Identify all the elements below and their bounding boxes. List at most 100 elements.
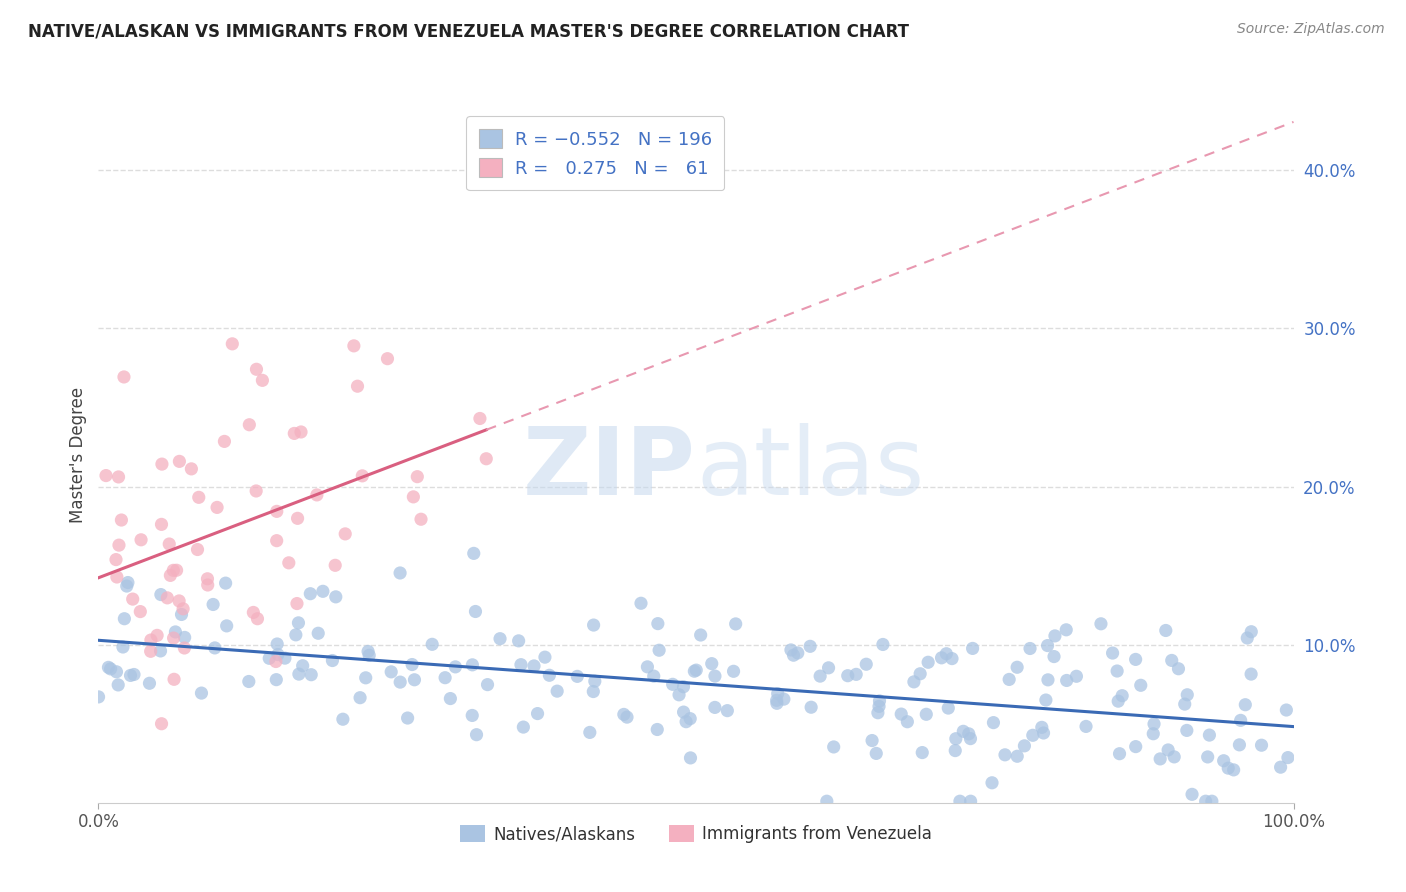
Point	[197, 572, 219, 586]
Text: NATIVE/ALASKAN VS IMMIGRANTS FROM VENEZUELA MASTER'S DEGREE CORRELATION CHART: NATIVE/ALASKAN VS IMMIGRANTS FROM VENEZU…	[28, 22, 910, 40]
Point	[396, 711, 419, 725]
Point	[683, 664, 706, 678]
Point	[489, 632, 512, 646]
Point	[465, 728, 488, 742]
Point	[582, 684, 605, 698]
Point	[157, 537, 180, 551]
Point	[1229, 738, 1251, 752]
Point	[1201, 794, 1223, 808]
Point	[1066, 669, 1088, 683]
Point	[245, 362, 267, 376]
Point	[108, 538, 131, 552]
Point	[1277, 750, 1299, 764]
Point	[613, 707, 636, 722]
Point	[855, 657, 877, 672]
Point	[277, 556, 299, 570]
Point	[1032, 726, 1054, 740]
Point	[150, 517, 173, 532]
Point	[112, 370, 135, 384]
Point	[983, 715, 1005, 730]
Point	[299, 587, 322, 601]
Point	[173, 640, 195, 655]
Point	[468, 411, 491, 425]
Point	[668, 688, 690, 702]
Point	[162, 563, 184, 577]
Point	[180, 462, 202, 476]
Point	[1054, 623, 1077, 637]
Point	[780, 643, 803, 657]
Point	[815, 794, 838, 808]
Point	[444, 660, 467, 674]
Point	[245, 483, 267, 498]
Point	[1031, 720, 1053, 734]
Point	[765, 693, 787, 707]
Point	[172, 602, 194, 616]
Point	[703, 700, 725, 714]
Point	[579, 725, 602, 739]
Point	[534, 650, 557, 665]
Point	[1043, 649, 1066, 664]
Point	[1108, 747, 1130, 761]
Point	[266, 637, 288, 651]
Point	[439, 691, 461, 706]
Point	[121, 592, 143, 607]
Point	[766, 687, 789, 701]
Point	[97, 660, 120, 674]
Point	[115, 579, 138, 593]
Point	[526, 706, 548, 721]
Point	[87, 690, 110, 704]
Point	[307, 626, 329, 640]
Text: ZIP: ZIP	[523, 423, 696, 515]
Point	[1043, 629, 1066, 643]
Point	[377, 351, 399, 366]
Point	[477, 678, 499, 692]
Point	[567, 669, 589, 683]
Point	[943, 743, 966, 757]
Point	[1197, 750, 1219, 764]
Point	[1107, 694, 1129, 708]
Point	[959, 731, 981, 746]
Point	[941, 651, 963, 665]
Point	[1240, 624, 1263, 639]
Point	[404, 673, 426, 687]
Point	[903, 674, 925, 689]
Point	[166, 563, 188, 577]
Point	[406, 469, 429, 483]
Point	[672, 705, 695, 719]
Point	[1143, 717, 1166, 731]
Point	[214, 576, 236, 591]
Point	[1240, 667, 1263, 681]
Point	[312, 584, 335, 599]
Point	[1234, 698, 1257, 712]
Point	[1167, 662, 1189, 676]
Point	[689, 628, 711, 642]
Point	[782, 648, 804, 663]
Point	[981, 776, 1004, 790]
Y-axis label: Master's Degree: Master's Degree	[69, 387, 87, 523]
Point	[1198, 728, 1220, 742]
Point	[647, 616, 669, 631]
Point	[1036, 673, 1059, 687]
Point	[915, 707, 938, 722]
Point	[291, 658, 314, 673]
Point	[266, 504, 288, 518]
Point	[1154, 624, 1177, 638]
Point	[349, 690, 371, 705]
Point	[1036, 639, 1059, 653]
Point	[110, 513, 132, 527]
Point	[643, 669, 665, 683]
Point	[380, 665, 402, 679]
Point	[1142, 727, 1164, 741]
Point	[190, 686, 212, 700]
Point	[214, 434, 236, 449]
Point	[931, 650, 953, 665]
Point	[1175, 723, 1198, 738]
Point	[420, 637, 443, 651]
Point	[1125, 739, 1147, 754]
Point	[264, 655, 287, 669]
Point	[675, 714, 697, 729]
Point	[866, 706, 889, 720]
Point	[837, 669, 859, 683]
Point	[402, 490, 425, 504]
Point	[1101, 646, 1123, 660]
